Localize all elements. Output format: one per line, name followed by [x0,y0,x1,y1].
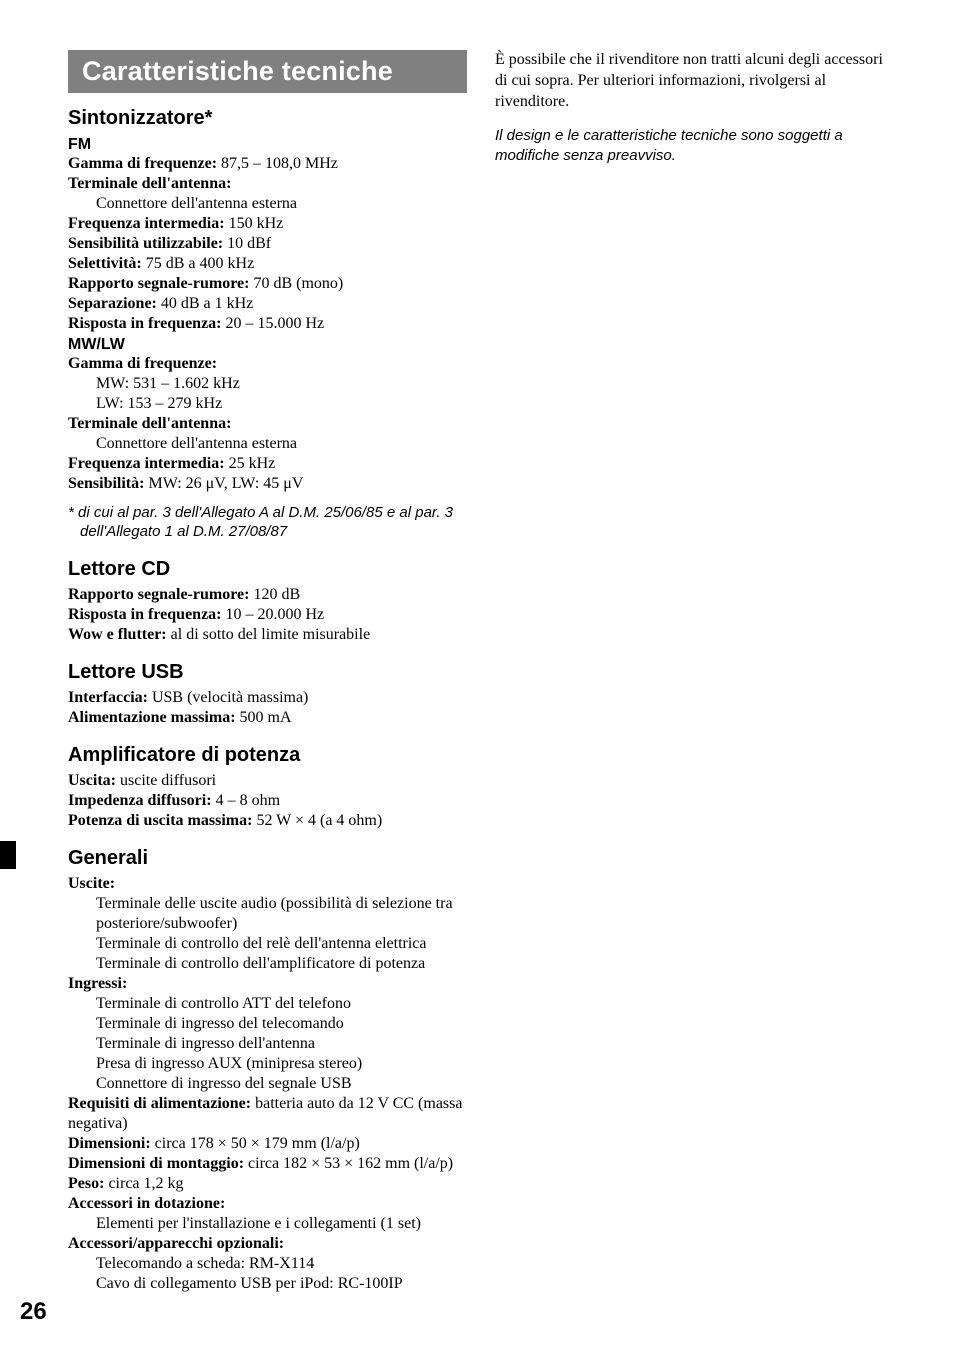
fm-snr: Rapporto segnale-rumore: 70 dB (mono) [68,274,467,294]
section-title-bar: Caratteristiche tecniche [68,50,467,93]
amp-max-power: Potenza di uscita massima: 52 W × 4 (a 4… [68,811,467,831]
right-column: È possibile che il rivenditore non tratt… [495,50,894,1294]
input-aux: Presa di ingresso AUX (minipresa stereo) [68,1054,467,1074]
usb-max-power: Alimentazione massima: 500 mA [68,708,467,728]
page-side-tab [0,841,16,869]
amp-output: Uscita: uscite diffusori [68,771,467,791]
cd-wow-flutter: Wow e flutter: al di sotto del limite mi… [68,625,467,645]
mwlw-if: Frequenza intermedia: 25 kHz [68,454,467,474]
optional-usb-cable: Cavo di collegamento USB per iPod: RC-10… [68,1274,467,1294]
mwlw-heading: MW/LW [68,336,467,354]
input-antenna: Terminale di ingresso dell'antenna [68,1034,467,1054]
general-heading: Generali [68,847,467,870]
input-usb-connector: Connettore di ingresso del segnale USB [68,1074,467,1094]
cd-heading: Lettore CD [68,558,467,581]
tuner-footnote: * di cui al par. 3 dell'Allegato A al D.… [68,504,467,542]
inputs-label: Ingressi: [68,974,467,994]
fm-freq-response: Risposta in frequenza: 20 – 15.000 Hz [68,314,467,334]
fm-separation: Separazione: 40 dB a 1 kHz [68,294,467,314]
fm-ant-term-value: Connettore dell'antenna esterna [68,194,467,214]
input-phone-att: Terminale di controllo ATT del telefono [68,994,467,1014]
usb-heading: Lettore USB [68,661,467,684]
left-column: Caratteristiche tecniche Sintonizzatore*… [68,50,467,1294]
optional-accessories-label: Accessori/apparecchi opzionali: [68,1234,467,1254]
weight: Peso: circa 1,2 kg [68,1174,467,1194]
fm-ant-term-label: Terminale dell'antenna: [68,174,467,194]
mwlw-ant-term-label: Terminale dell'antenna: [68,414,467,434]
cd-snr: Rapporto segnale-rumore: 120 dB [68,585,467,605]
mwlw-lw-range: LW: 153 – 279 kHz [68,394,467,414]
optional-remote: Telecomando a scheda: RM-X114 [68,1254,467,1274]
fm-sens: Sensibilità utilizzabile: 10 dBf [68,234,467,254]
section-title: Caratteristiche tecniche [82,56,453,87]
page-number-wrap: 26 [20,1298,47,1326]
dealer-notice: È possibile che il rivenditore non tratt… [495,50,894,112]
fm-selectivity: Selettività: 75 dB a 400 kHz [68,254,467,274]
fm-heading: FM [68,136,467,154]
tuner-heading: Sintonizzatore* [68,107,467,130]
page-number: 26 [20,1298,47,1326]
input-remote: Terminale di ingresso del telecomando [68,1014,467,1034]
mwlw-range-label: Gamma di frequenze: [68,354,467,374]
amp-impedance: Impedenza diffusori: 4 – 8 ohm [68,791,467,811]
mwlw-sens: Sensibilità: MW: 26 μV, LW: 45 μV [68,474,467,494]
output-audio-terminal: Terminale delle uscite audio (possibilit… [68,894,467,934]
fm-if: Frequenza intermedia: 150 kHz [68,214,467,234]
amp-heading: Amplificatore di potenza [68,744,467,767]
content-columns: Caratteristiche tecniche Sintonizzatore*… [68,50,894,1294]
supplied-accessories-label: Accessori in dotazione: [68,1194,467,1214]
power-requirements: Requisiti di alimentazione: batteria aut… [68,1094,467,1134]
outputs-label: Uscite: [68,874,467,894]
output-antenna-relay: Terminale di controllo del relè dell'ant… [68,934,467,954]
usb-interface: Interfaccia: USB (velocità massima) [68,688,467,708]
mounting-dimensions: Dimensioni di montaggio: circa 182 × 53 … [68,1154,467,1174]
output-amp-control: Terminale di controllo dell'amplificator… [68,954,467,974]
mwlw-ant-term-value: Connettore dell'antenna esterna [68,434,467,454]
design-change-notice: Il design e le caratteristiche tecniche … [495,126,894,165]
supplied-accessories-value: Elementi per l'installazione e i collega… [68,1214,467,1234]
fm-range: Gamma di frequenze: 87,5 – 108,0 MHz [68,154,467,174]
cd-freq-response: Risposta in frequenza: 10 – 20.000 Hz [68,605,467,625]
mwlw-mw-range: MW: 531 – 1.602 kHz [68,374,467,394]
dimensions: Dimensioni: circa 178 × 50 × 179 mm (l/a… [68,1134,467,1154]
